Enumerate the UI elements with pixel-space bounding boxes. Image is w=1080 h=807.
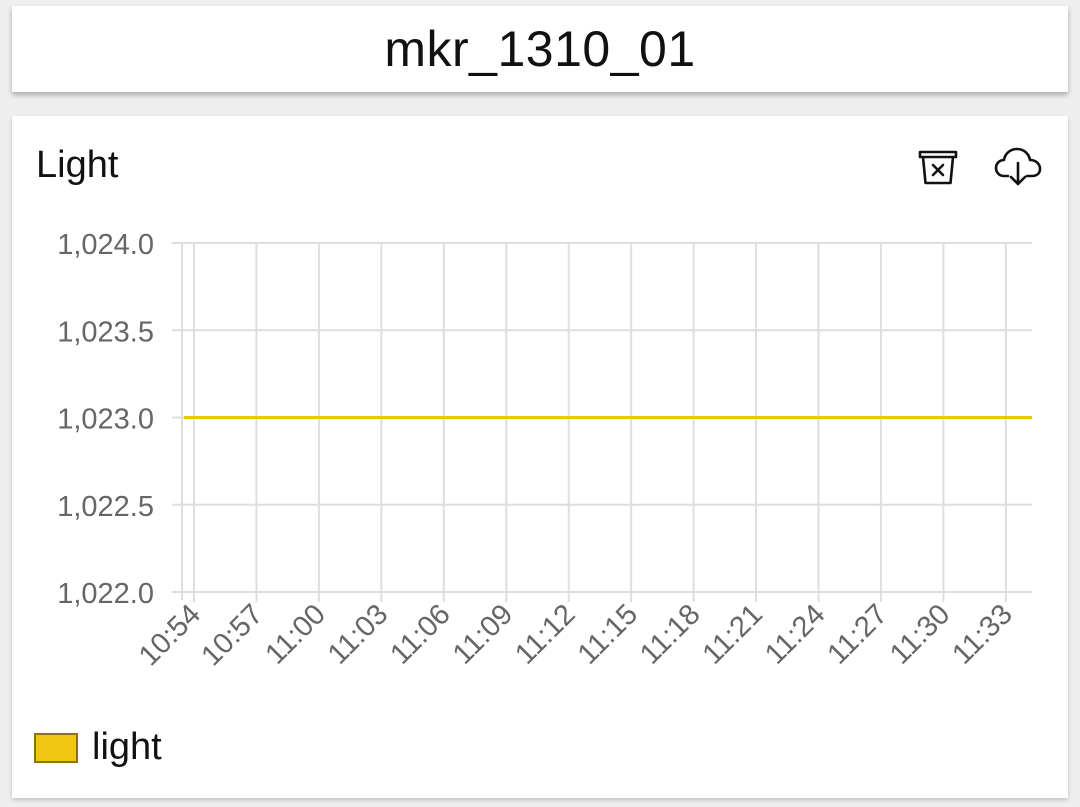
legend-label: light (92, 726, 162, 768)
line-chart: 1,022.01,022.51,023.01,023.51,024.010:54… (57, 229, 1032, 672)
x-tick-label: 11:09 (447, 598, 519, 670)
x-tick-label: 10:57 (195, 598, 269, 672)
chart-title: Light (36, 144, 119, 186)
x-tick-label: 11:30 (884, 598, 956, 670)
legend-swatch (34, 732, 78, 763)
x-tick-label: 11:33 (946, 598, 1018, 670)
header-card: mkr_1310_01 (12, 6, 1068, 92)
x-tick-label: 11:12 (509, 598, 581, 670)
cloud-download-icon (994, 147, 1042, 186)
page-title: mkr_1310_01 (384, 21, 696, 77)
y-tick-label: 1,022.5 (57, 491, 154, 523)
chart-card: Light 1,022.0 1,022.5 1,023.0 1,023.5 1,024.… (12, 116, 1068, 798)
x-tick-label: 11:15 (572, 598, 644, 670)
clear-data-button[interactable] (914, 142, 962, 190)
x-tick-label: 11:24 (759, 598, 831, 670)
x-tick-label: 11:03 (322, 598, 394, 670)
y-tick-label: 1,022.0 (57, 578, 154, 610)
y-tick-label: 1,024.0 (57, 229, 154, 261)
download-button[interactable] (994, 142, 1042, 190)
y-tick-label: 1,023.0 (57, 404, 154, 436)
x-tick-label: 11:27 (821, 598, 893, 670)
x-tick-label: 11:18 (634, 598, 706, 670)
clear-icon (918, 150, 958, 185)
x-tick-label: 11:06 (384, 598, 456, 670)
x-tick-label: 11:00 (259, 598, 331, 670)
legend: light (34, 726, 162, 769)
x-tick-label: 11:21 (697, 598, 769, 670)
y-tick-label: 1,023.5 (57, 316, 154, 348)
